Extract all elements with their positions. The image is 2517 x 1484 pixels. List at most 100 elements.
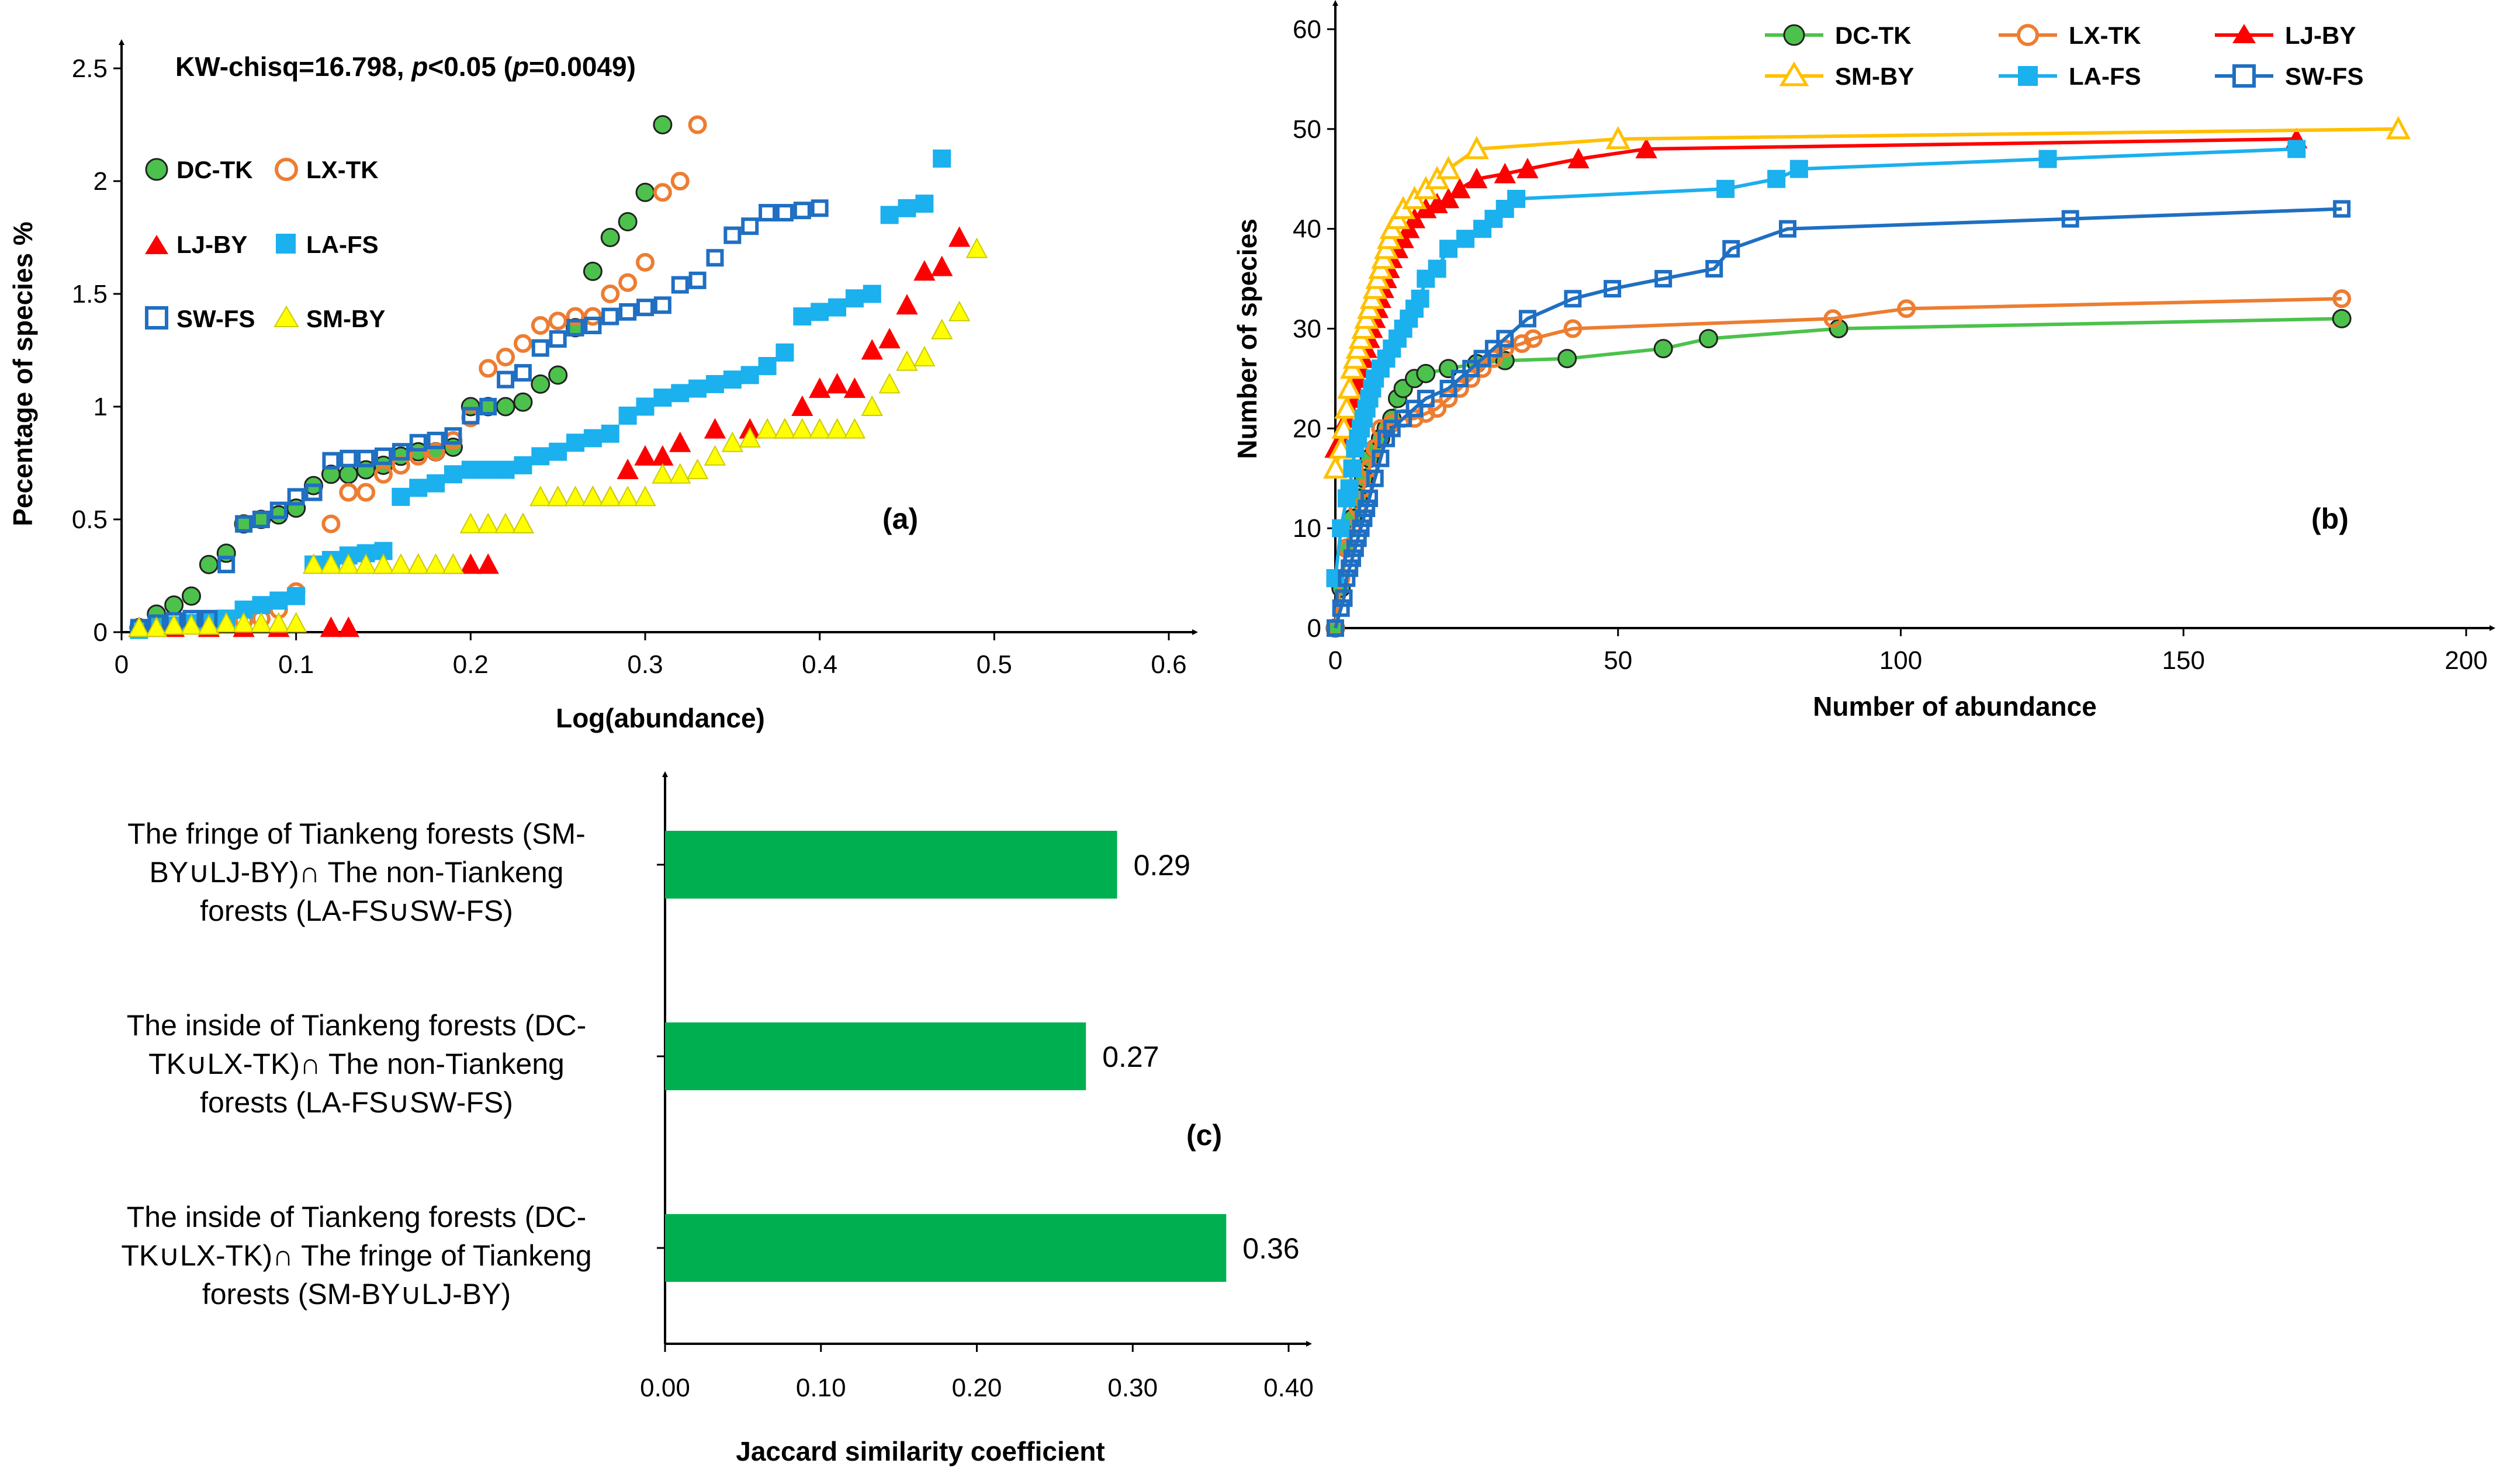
panel-c-x-tick-label: 0.20 [952, 1374, 1002, 1402]
point-sw-fs [235, 515, 253, 533]
panel-b-y-tick-label: 20 [1293, 414, 1321, 443]
series-sm-by [1322, 116, 2411, 479]
point-sm-by [931, 318, 953, 339]
point-sw-fs [1332, 599, 1350, 617]
bar-value-label: 0.27 [1102, 1041, 1159, 1073]
point-sm-by [1331, 415, 1356, 439]
point-sm-by [704, 445, 726, 466]
point-sm-by [634, 486, 656, 507]
point-sm-by [407, 553, 430, 574]
point-lx-tk [496, 348, 515, 367]
panel-b-x-tick-label: 50 [1604, 646, 1632, 675]
point-la-fs [1340, 479, 1359, 498]
panel-a-y-tick-label: 0 [94, 618, 108, 647]
point-sm-by [547, 486, 569, 507]
point-la-fs [1456, 230, 1475, 248]
point-sm-by [739, 427, 761, 448]
category-label-line: TK∪LX-TK)∩ The non-Tiankeng [148, 1048, 565, 1080]
point-dc-tk [583, 261, 603, 281]
series-sw-fs [1327, 200, 2351, 637]
point-sm-by [826, 418, 849, 439]
point-lx-tk [618, 273, 638, 292]
point-sm-by [1334, 395, 1359, 419]
point-sw-fs [549, 330, 567, 348]
line-sw-fs [1334, 207, 2342, 629]
point-sw-fs [811, 199, 829, 217]
point-lx-tk [566, 307, 585, 326]
point-sm-by [442, 553, 465, 574]
point-dc-tk [1699, 329, 1719, 349]
point-sm-by [355, 553, 377, 574]
point-sw-fs [741, 217, 759, 235]
category-label-line: The inside of Tiankeng forests (DC- [127, 1201, 586, 1233]
panel-b-y-tick-label: 30 [1293, 315, 1321, 344]
point-lx-tk [1439, 389, 1458, 408]
point-sm-by [1436, 155, 1461, 179]
point-sw-fs [759, 204, 777, 222]
b-legend-marker-dc-tk [1783, 24, 1805, 46]
point-la-fs [845, 289, 864, 308]
panel-a-y-tick-label: 2 [94, 167, 108, 196]
point-lj-by [1494, 162, 1516, 183]
point-dc-tk [653, 115, 673, 134]
point-la-fs [479, 460, 497, 479]
point-lx-tk [688, 115, 707, 134]
point-sw-fs [1352, 519, 1370, 538]
b-legend-marker-sm-by [1779, 61, 1809, 86]
point-sm-by [250, 612, 272, 633]
point-lj-by [477, 553, 499, 574]
point-dc-tk [548, 365, 568, 385]
legend-item-lx-tk: LX-TK [275, 156, 379, 183]
point-sw-fs [1344, 549, 1362, 567]
point-sw-fs [479, 398, 497, 415]
point-lj-by [913, 260, 936, 281]
point-lj-by [669, 431, 691, 452]
point-lx-tk [356, 483, 376, 502]
point-lj-by [791, 395, 813, 416]
panel-b-x-axis-title: Number of abundance [1813, 691, 2097, 722]
point-sw-fs [1604, 280, 1622, 298]
point-sm-by [686, 458, 709, 480]
point-sw-fs [1338, 569, 1356, 587]
point-la-fs [252, 596, 271, 615]
panel-c-label: (c) [1186, 1119, 1222, 1152]
point-lj-by [634, 445, 656, 466]
point-sm-by [198, 614, 220, 635]
point-la-fs [758, 357, 777, 376]
panel-c-x-tick-label: 0.40 [1263, 1374, 1314, 1402]
point-lj-by [1517, 158, 1539, 179]
point-sw-fs [584, 317, 602, 335]
point-sw-fs [409, 434, 427, 452]
point-lj-by [1449, 178, 1471, 199]
panel-b-y-tick-label: 10 [1293, 514, 1321, 543]
point-sw-fs [497, 370, 515, 389]
point-sm-by [302, 553, 325, 574]
point-dc-tk [181, 586, 201, 606]
point-dc-tk [618, 211, 638, 231]
b-legend-marker-la-fs [2018, 66, 2038, 86]
legend-label-lj-by: LJ-BY [176, 231, 247, 258]
point-lx-tk [1524, 329, 1543, 348]
b-legend-marker-lx-tk [2017, 24, 2039, 46]
point-sw-fs [1372, 449, 1390, 467]
point-sm-by [459, 512, 482, 533]
point-lj-by [843, 377, 866, 398]
legend-item-dc-tk: DC-TK [145, 156, 253, 183]
point-dc-tk [531, 374, 551, 394]
panel-a-x-tick-label: 0.2 [453, 650, 489, 679]
point-lj-by [931, 255, 953, 276]
point-la-fs [671, 384, 690, 403]
point-sw-fs [2061, 210, 2079, 228]
point-dc-tk [513, 392, 533, 412]
point-lx-tk [1563, 319, 1583, 338]
point-lj-by [878, 328, 901, 349]
point-la-fs [653, 389, 672, 407]
point-lj-by [459, 553, 482, 574]
panel-b-x-tick-label: 100 [1879, 646, 1922, 675]
point-lx-tk [1473, 359, 1492, 378]
b-legend-label-lx-tk: LX-TK [2069, 22, 2141, 49]
point-la-fs [880, 206, 899, 224]
point-sm-by [809, 418, 831, 439]
b-legend-item-sm-by: SM-BY [1765, 61, 1914, 90]
point-sw-fs [1405, 400, 1424, 418]
